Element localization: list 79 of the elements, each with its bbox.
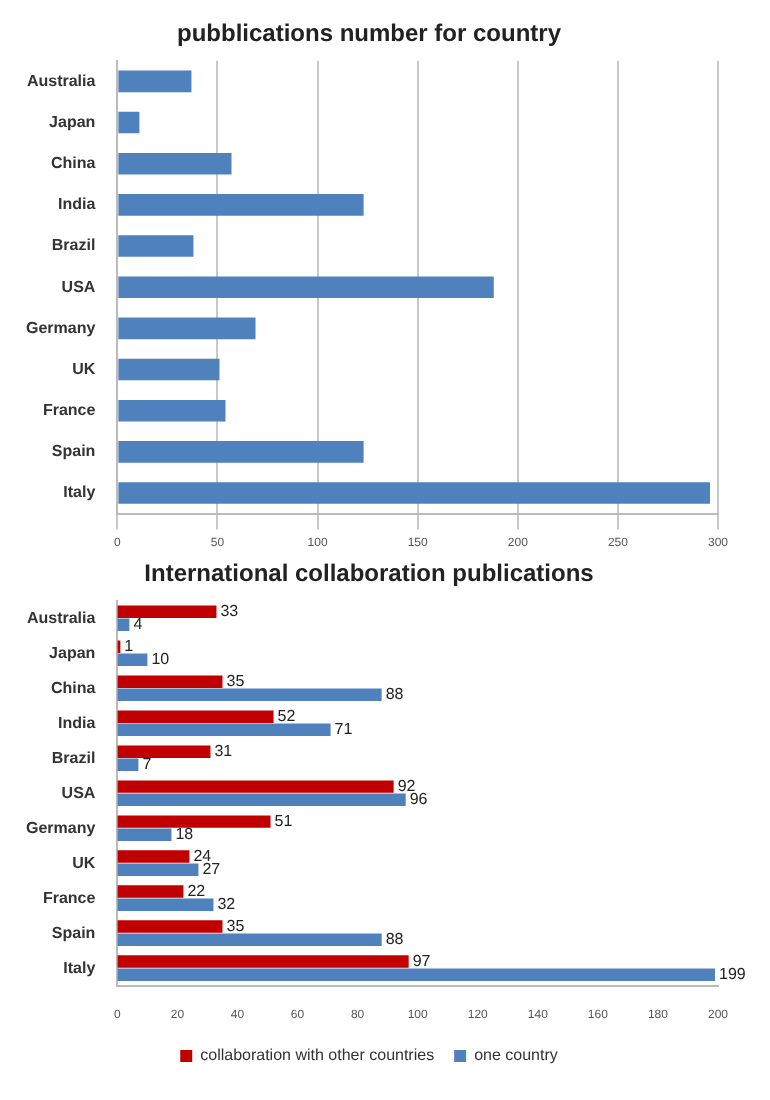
y-tick-label: Spain (51, 923, 96, 942)
y-tick-label: China (50, 678, 97, 697)
y-tick-label: UK (72, 359, 96, 378)
y-tick-label: Brazil (51, 748, 96, 767)
bar (118, 317, 256, 340)
y-tick-label: Australia (26, 608, 97, 627)
bar (117, 968, 715, 981)
y-tick-label: Italy (63, 958, 97, 977)
bar (118, 194, 364, 216)
data-label: 24 (193, 847, 213, 866)
legend-label: one country (474, 1046, 558, 1065)
y-tick-label: China (50, 154, 97, 173)
y-tick-label: Germany (25, 318, 97, 337)
data-label: 4 (133, 615, 144, 634)
y-tick-label: Spain (51, 442, 96, 461)
data-label: 88 (385, 930, 405, 949)
y-tick-label: India (58, 713, 97, 732)
bar (117, 710, 274, 723)
data-label: 71 (334, 720, 354, 739)
bar (118, 70, 192, 93)
y-tick-label: USA (61, 783, 96, 802)
y-tick-label: India (58, 195, 97, 214)
y-tick-label: France (42, 888, 97, 907)
data-label: 22 (187, 881, 207, 900)
data-label: 52 (277, 707, 297, 726)
data-label: 92 (397, 777, 417, 796)
data-label: 7 (142, 755, 153, 774)
bar (117, 793, 406, 806)
bar (117, 758, 139, 772)
bar (117, 653, 148, 667)
legend-label: collaboration with other countries (200, 1046, 435, 1065)
y-tick-label: Brazil (51, 236, 96, 255)
data-label: 51 (274, 812, 294, 831)
bar (118, 111, 140, 134)
bar (118, 399, 226, 422)
bar (117, 885, 184, 898)
bar (118, 276, 494, 299)
bar (117, 863, 199, 876)
y-tick-label: Japan (49, 112, 96, 131)
y-tick-label: USA (61, 277, 96, 296)
bar (117, 920, 223, 933)
data-label: 18 (175, 825, 195, 844)
chart-title: pubblications number for country (176, 19, 562, 48)
data-label: 35 (226, 672, 246, 691)
bar (117, 955, 409, 968)
y-tick-label: Italy (63, 483, 97, 502)
data-label: 96 (409, 790, 429, 809)
data-label: 27 (202, 860, 222, 879)
y-tick-label: Germany (25, 818, 97, 837)
chart-title: International collaboration publications (144, 559, 595, 588)
bar (117, 605, 217, 618)
bar (117, 723, 331, 737)
data-label: 199 (719, 965, 747, 984)
data-label: 10 (151, 650, 171, 669)
y-tick-label: France (42, 401, 97, 420)
bar (117, 688, 382, 702)
data-label: 35 (226, 916, 246, 935)
bar (117, 828, 172, 841)
data-label: 97 (412, 951, 432, 970)
bar (118, 235, 194, 257)
bar (118, 482, 710, 504)
bar (118, 441, 364, 463)
data-label: 1 (124, 637, 135, 656)
data-label: 31 (214, 742, 234, 761)
data-label: 32 (217, 895, 237, 914)
data-label: 33 (220, 602, 240, 621)
bar (117, 815, 271, 828)
bar (117, 933, 382, 946)
bar (118, 358, 220, 381)
bar (117, 780, 394, 793)
y-tick-label: Japan (49, 643, 96, 662)
bar (117, 850, 190, 863)
bar (117, 745, 211, 758)
y-tick-label: Australia (26, 71, 97, 90)
data-label: 88 (385, 685, 405, 704)
bar (117, 675, 223, 688)
y-tick-label: UK (72, 853, 96, 872)
bar (117, 898, 214, 911)
bar (118, 152, 232, 175)
